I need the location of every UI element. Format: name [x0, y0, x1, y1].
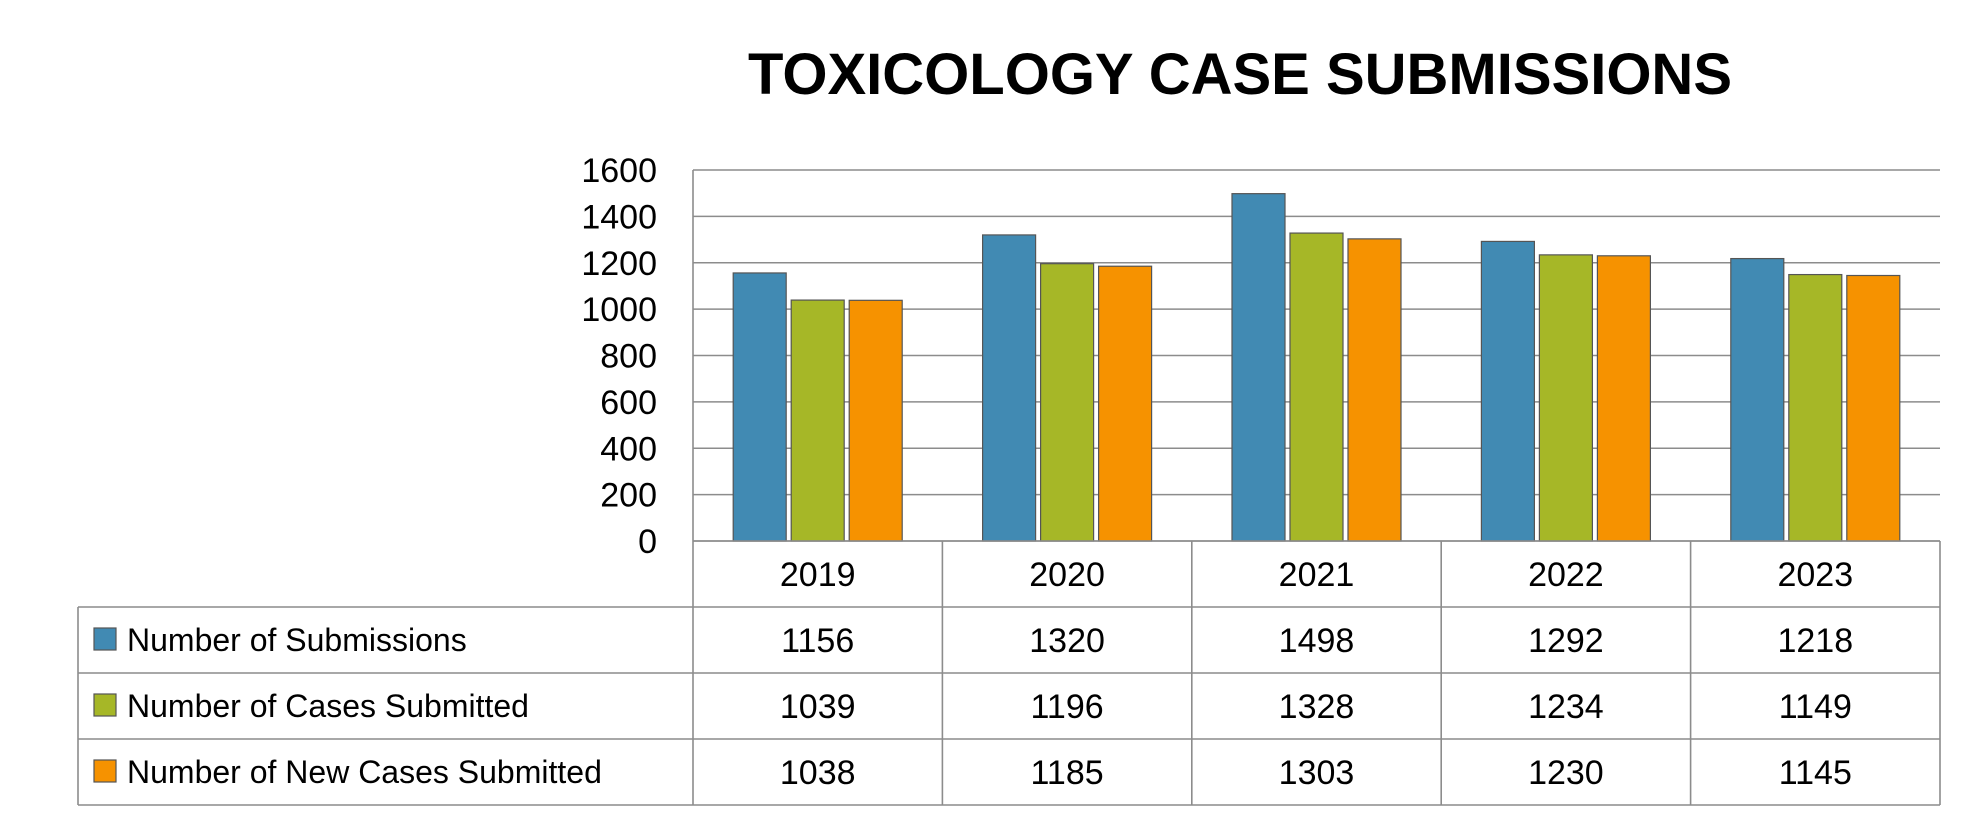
bar	[732, 272, 787, 542]
table-value: 1149	[1779, 688, 1852, 726]
bar	[1231, 193, 1286, 542]
category-label: 2023	[1777, 556, 1853, 594]
y-tick-label: 600	[600, 384, 657, 422]
legend-label: Number of Submissions	[127, 622, 467, 658]
bar	[1538, 254, 1594, 542]
chart-title: TOXICOLOGY CASE SUBMISSIONS	[748, 42, 1732, 107]
y-tick-label: 0	[638, 523, 657, 561]
category-label: 2021	[1279, 556, 1355, 594]
y-tick-label: 400	[600, 430, 657, 468]
legend-label: Number of New Cases Submitted	[127, 754, 602, 790]
legend-label: Number of Cases Submitted	[127, 688, 529, 724]
table-value: 1156	[781, 622, 854, 660]
bar	[790, 299, 845, 542]
table-value: 1038	[780, 754, 856, 792]
category-label: 2019	[780, 556, 856, 594]
bar	[1480, 240, 1536, 542]
table-value: 1234	[1528, 688, 1604, 726]
bar	[848, 299, 903, 542]
table-value: 1039	[780, 688, 856, 726]
table-value: 1196	[1031, 688, 1104, 726]
legend-swatch	[93, 693, 117, 717]
bar	[1289, 232, 1344, 542]
table-value: 1230	[1528, 754, 1604, 792]
y-tick-label: 800	[600, 338, 657, 376]
table-value: 1303	[1279, 754, 1355, 792]
table-value: 1328	[1279, 688, 1355, 726]
table-value: 1185	[1031, 754, 1104, 792]
y-tick-label: 1600	[581, 152, 657, 190]
bar	[1846, 274, 1901, 542]
y-tick-label: 200	[600, 477, 657, 515]
bar	[1097, 265, 1153, 542]
legend-swatch	[93, 627, 117, 651]
bar	[1730, 257, 1785, 542]
category-label: 2022	[1528, 556, 1604, 594]
table-value: 1292	[1528, 622, 1604, 660]
bar	[981, 234, 1037, 542]
y-tick-label: 1400	[581, 198, 657, 236]
category-label: 2020	[1029, 556, 1105, 594]
bar	[1596, 255, 1652, 542]
bar	[1347, 238, 1402, 542]
bar	[1788, 273, 1843, 542]
legend-swatch	[93, 759, 117, 783]
table-value: 1218	[1777, 622, 1853, 660]
table-value: 1145	[1779, 754, 1852, 792]
table-value: 1498	[1279, 622, 1355, 660]
y-tick-label: 1200	[581, 245, 657, 283]
y-tick-label: 1000	[581, 291, 657, 329]
bar	[1039, 263, 1095, 542]
table-value: 1320	[1029, 622, 1105, 660]
